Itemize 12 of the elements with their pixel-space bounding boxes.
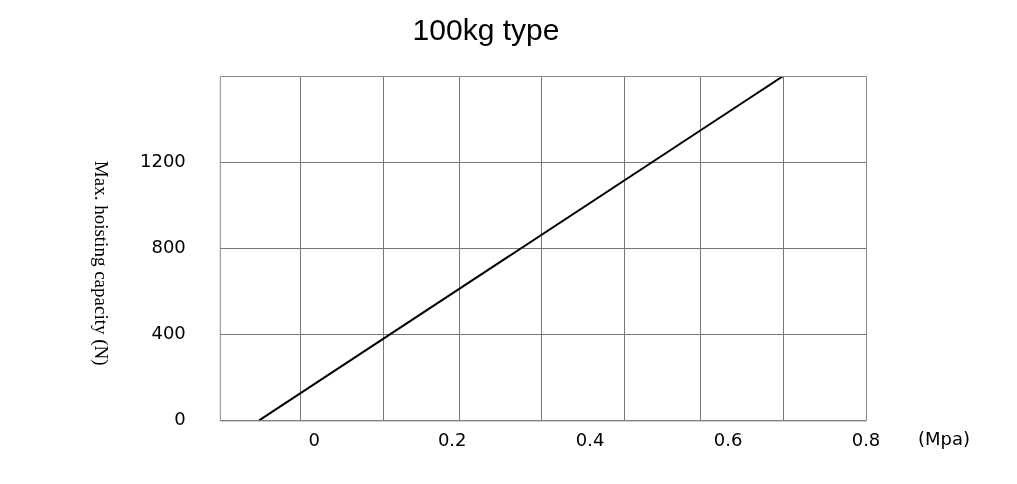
x-tick-label: 0.2 bbox=[437, 428, 467, 450]
y-tick-label: 800 bbox=[151, 235, 186, 257]
chart-title: 100kg type bbox=[412, 13, 560, 47]
x-tick-label: 0 bbox=[308, 428, 321, 450]
x-axis-title: (Mpa) bbox=[918, 428, 971, 450]
x-tick-label: 0.4 bbox=[575, 428, 605, 450]
y-tick-label: 400 bbox=[151, 321, 186, 343]
y-tick-label: 0 bbox=[174, 408, 186, 430]
x-tick-label: 0.8 bbox=[851, 428, 881, 450]
y-tick-label: 1200 bbox=[140, 149, 186, 171]
y-axis-title: Max. hoisting capacity (N) bbox=[89, 160, 112, 366]
x-tick-label: 0.6 bbox=[713, 428, 743, 450]
